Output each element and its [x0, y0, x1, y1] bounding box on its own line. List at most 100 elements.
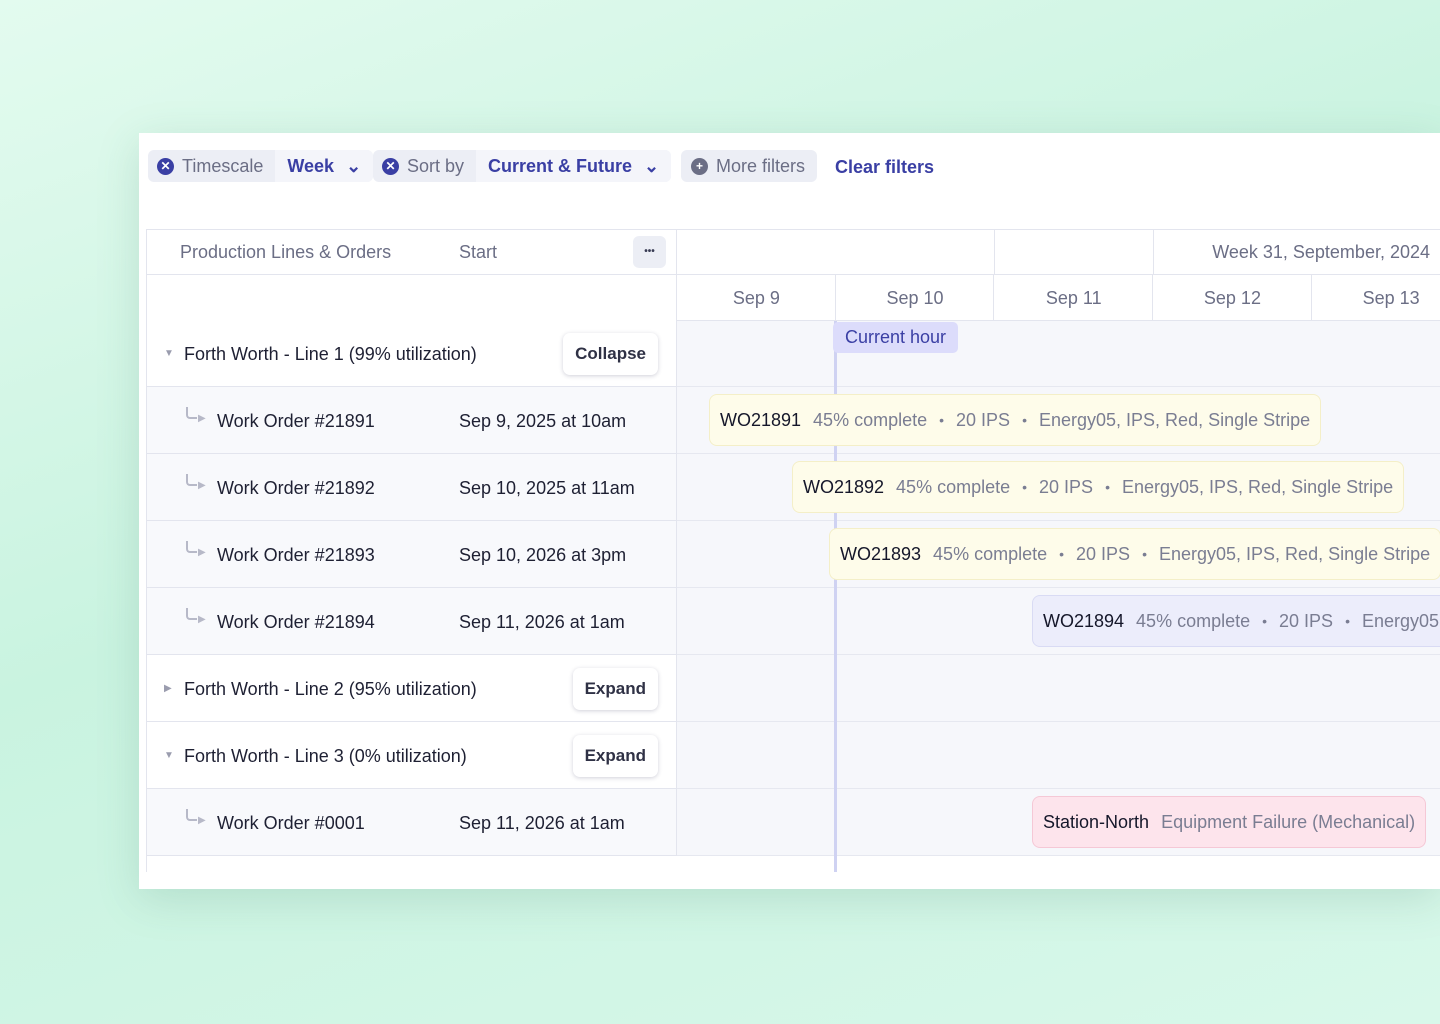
order-bar[interactable]: WO21891 45% complete • 20 IPS • Energy05, IPS… [709, 394, 1322, 446]
child-icon [186, 406, 197, 419]
order-row [147, 521, 677, 588]
bar-detail: Energy05, IPS, Red, Single Stripe [1158, 543, 1431, 564]
filter-label: Timescale [182, 155, 264, 176]
order-row [147, 387, 677, 454]
bar-code: WO21892 [803, 476, 885, 497]
current-hour-line [834, 321, 837, 872]
order-name: Work Order #21894 [217, 611, 375, 632]
separator: • [1142, 546, 1147, 562]
order-row [147, 454, 677, 521]
bar-detail: Energy05, IPS, Red, Single Stripe [1121, 476, 1394, 497]
timeline-row [677, 321, 1440, 387]
day-label: Sep 9 [732, 288, 780, 308]
separator: • [1059, 546, 1065, 562]
schedule-card: ✕ Timescale Week ⌄ ✕ Sort by Current & Futu… [139, 133, 1440, 889]
toggle-icon[interactable]: ▼ [164, 749, 174, 761]
order-start: Sep 10, 2026 at 3pm [459, 544, 627, 565]
order-name: Work Order #21892 [217, 477, 375, 498]
order-name: Work Order #21893 [217, 544, 375, 565]
order-start: Sep 11, 2026 at 1am [459, 812, 625, 833]
bar-detail: 20 IPS [1076, 543, 1131, 564]
bar-detail: 45% complete [1136, 610, 1251, 631]
day-cell [1311, 275, 1440, 321]
separator: • [1105, 479, 1110, 495]
separator: • [1345, 613, 1350, 629]
bar-detail: 20 IPS [1039, 476, 1094, 497]
left-header [147, 230, 677, 275]
group-action[interactable]: Collapse [563, 333, 658, 375]
toggle-icon[interactable]: ▶ [164, 682, 172, 694]
order-row [147, 588, 677, 655]
remove-icon[interactable]: ✕ [157, 157, 174, 175]
column-header: Production Lines & Orders [180, 242, 392, 262]
day-cell [994, 275, 1154, 321]
bar-detail: 45% complete [896, 476, 1011, 497]
group-label: Forth Worth - Line 2 (95% utilization) [184, 678, 477, 699]
group-label: Forth Worth - Line 3 (0% utilization) [184, 745, 467, 766]
order-name: Work Order #21891 [217, 410, 375, 431]
order-bar[interactable]: WO21892 45% complete • 20 IPS • Energy05, IPS… [792, 461, 1405, 513]
clear-filters[interactable]: Clear filters [835, 157, 935, 177]
column-menu[interactable]: ••• [633, 236, 666, 268]
order-start: Sep 11, 2026 at 1am [459, 611, 625, 632]
header-divider [994, 230, 995, 275]
filter-value: Current & Future [488, 155, 633, 176]
child-arrow: ▶ [198, 546, 206, 558]
bar-code: WO21894 [1043, 610, 1125, 631]
day-cell [677, 275, 836, 321]
chevron: ⌄ [644, 155, 660, 176]
current-hour-badge: Current hour [833, 322, 959, 353]
order-start: Sep 9, 2025 at 10am [459, 410, 627, 431]
bar-detail: 20 IPS [956, 409, 1011, 430]
gantt-grid: Production Lines & Orders Start ••• Week 31… [146, 229, 1440, 872]
child-arrow: ▶ [198, 613, 206, 625]
timeline-row [677, 655, 1440, 722]
more-filters-label: More filters [716, 155, 806, 176]
bar-code: WO21891 [720, 409, 802, 430]
remove-icon[interactable]: ✕ [382, 157, 399, 175]
filter-value: Week [287, 155, 335, 176]
sort-filter[interactable]: ✕ Sort by Current & Future ⌄ [373, 150, 672, 182]
group-label: Forth Worth - Line 1 (99% utilization) [184, 344, 477, 364]
order-name: Work Order #0001 [217, 812, 365, 833]
child-icon [186, 808, 197, 821]
bar-code: WO21893 [840, 543, 922, 564]
child-arrow: ▶ [198, 412, 206, 424]
bar-detail: Energy05, IPS, Red, Single Stripe [1361, 610, 1440, 631]
child-icon [186, 540, 197, 553]
bar-detail: 45% complete [933, 543, 1048, 564]
filter-label: Sort by [407, 155, 465, 176]
toggle-icon[interactable]: ▼ [164, 348, 174, 359]
left-spacer [147, 275, 677, 321]
day-label: Sep 11 [1045, 288, 1102, 308]
day-label: Sep 13 [1362, 288, 1420, 308]
order-bar[interactable]: Station-North Equipment Failure (Mechanic… [1032, 796, 1427, 848]
bar-detail: 45% complete [813, 409, 928, 430]
week-label: Week 31, September, 2024 [1212, 242, 1430, 262]
day-label: Sep 12 [1203, 288, 1261, 308]
group-action[interactable]: Expand [572, 734, 658, 777]
child-icon [186, 607, 197, 620]
order-start: Sep 10, 2025 at 11am [459, 477, 635, 498]
day-cell [1153, 275, 1312, 321]
plus-icon: + [691, 157, 708, 175]
child-arrow: ▶ [198, 479, 206, 491]
header-divider [1153, 230, 1154, 275]
column-header: Start [459, 242, 498, 262]
day-label: Sep 10 [886, 288, 944, 308]
bar-detail: 20 IPS [1279, 610, 1334, 631]
more-filters[interactable]: + More filters [681, 150, 818, 182]
timescale-filter[interactable]: ✕ Timescale Week ⌄ [148, 150, 374, 182]
separator: • [1022, 412, 1027, 428]
bar-code: Station-North [1043, 811, 1150, 832]
order-bar[interactable]: WO21893 45% complete • 20 IPS • Energy05, IPS… [829, 528, 1440, 580]
group-action[interactable]: Expand [572, 667, 658, 710]
separator: • [939, 412, 945, 428]
bar-detail: Equipment Failure (Mechanical) [1161, 811, 1416, 832]
day-cell [835, 275, 995, 321]
child-arrow: ▶ [198, 814, 206, 826]
order-row [147, 789, 677, 856]
bar-detail: Energy05, IPS, Red, Single Stripe [1038, 409, 1311, 430]
order-bar[interactable]: WO21894 45% complete • 20 IPS • Energy05, IPS… [1032, 595, 1440, 647]
